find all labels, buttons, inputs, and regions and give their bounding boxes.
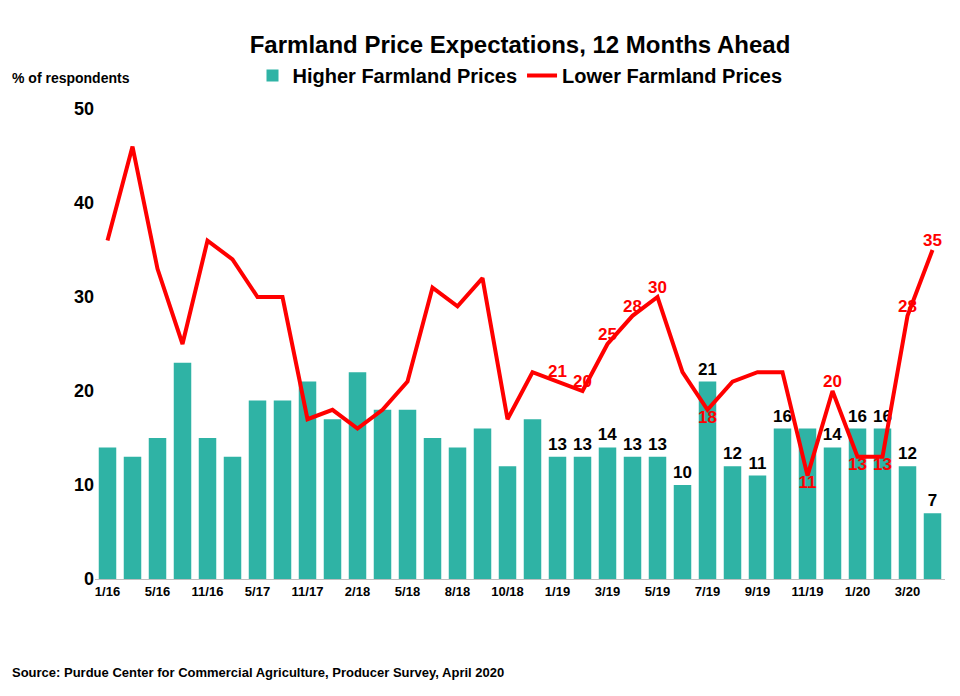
svg-text:13: 13	[573, 435, 592, 454]
svg-text:Farmland Price Expectations, 1: Farmland Price Expectations, 12 Months A…	[250, 31, 791, 58]
svg-text:30: 30	[74, 287, 94, 307]
svg-text:14: 14	[823, 425, 842, 444]
svg-text:7: 7	[928, 491, 937, 510]
svg-text:28: 28	[623, 297, 642, 316]
svg-text:Lower Farmland Prices: Lower Farmland Prices	[562, 65, 782, 87]
svg-text:40: 40	[74, 193, 94, 213]
svg-text:20: 20	[74, 381, 94, 401]
svg-text:13: 13	[873, 455, 892, 474]
svg-text:5/18: 5/18	[395, 584, 420, 599]
svg-text:3/20: 3/20	[895, 584, 920, 599]
svg-text:11/17: 11/17	[292, 584, 324, 599]
svg-text:16: 16	[773, 407, 792, 426]
svg-text:13: 13	[623, 435, 642, 454]
svg-text:1/20: 1/20	[845, 584, 870, 599]
svg-text:30: 30	[648, 278, 667, 297]
svg-text:13: 13	[548, 435, 567, 454]
svg-text:10: 10	[74, 475, 94, 495]
svg-text:0: 0	[84, 569, 94, 589]
svg-text:11/16: 11/16	[192, 584, 224, 599]
svg-text:28: 28	[898, 297, 917, 316]
svg-text:50: 50	[74, 99, 94, 119]
svg-text:21: 21	[548, 362, 567, 381]
svg-text:13: 13	[648, 435, 667, 454]
svg-text:8/18: 8/18	[445, 584, 470, 599]
svg-text:5/19: 5/19	[645, 584, 670, 599]
svg-text:16: 16	[848, 407, 867, 426]
svg-text:21: 21	[698, 360, 717, 379]
svg-text:9/19: 9/19	[745, 584, 770, 599]
svg-text:3/19: 3/19	[595, 584, 620, 599]
svg-text:5/16: 5/16	[145, 584, 170, 599]
svg-text:Higher Farmland Prices: Higher Farmland Prices	[293, 65, 518, 87]
svg-text:12: 12	[898, 444, 917, 463]
svg-text:11/19: 11/19	[792, 584, 824, 599]
svg-text:1/16: 1/16	[95, 584, 120, 599]
svg-text:14: 14	[598, 425, 617, 444]
svg-text:Source: Purdue Center for Comm: Source: Purdue Center for Commercial Agr…	[12, 665, 504, 680]
svg-text:16: 16	[873, 407, 892, 426]
svg-text:11: 11	[799, 473, 817, 492]
svg-text:11: 11	[749, 454, 767, 473]
svg-text:35: 35	[923, 231, 942, 250]
svg-text:10: 10	[673, 463, 692, 482]
svg-text:10/18: 10/18	[491, 584, 524, 599]
svg-text:20: 20	[823, 372, 842, 391]
svg-text:1/19: 1/19	[545, 584, 570, 599]
svg-text:% of respondents: % of respondents	[12, 70, 130, 86]
svg-text:25: 25	[598, 325, 617, 344]
svg-text:2/18: 2/18	[345, 584, 370, 599]
svg-text:12: 12	[723, 444, 742, 463]
svg-text:20: 20	[573, 372, 592, 391]
svg-text:18: 18	[698, 408, 717, 427]
svg-text:7/19: 7/19	[695, 584, 720, 599]
svg-text:5/17: 5/17	[245, 584, 270, 599]
svg-text:13: 13	[848, 455, 867, 474]
